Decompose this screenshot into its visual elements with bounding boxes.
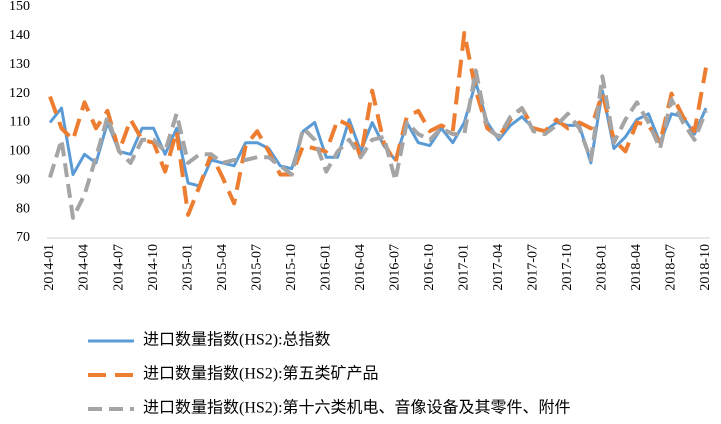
- x-tick-label: 2015-07: [249, 244, 264, 291]
- x-tick-label: 2015-01: [180, 244, 195, 291]
- x-tick-label: 2018-10: [698, 244, 713, 291]
- y-tick-label: 80: [16, 201, 30, 216]
- x-tick-label: 2014-07: [111, 244, 126, 291]
- x-tick-label: 2016-04: [353, 244, 368, 291]
- series-line: [48, 68, 708, 220]
- x-tick-label: 2015-04: [215, 244, 230, 291]
- x-tick-label: 2018-01: [595, 244, 610, 291]
- x-tick-label: 2017-01: [457, 244, 472, 291]
- x-tick-label: 2016-07: [387, 244, 402, 291]
- x-tick-label: 2016-01: [318, 244, 333, 291]
- y-tick-label: 130: [9, 57, 30, 72]
- legend-label: 进口数量指数(HS2):总指数: [143, 331, 331, 349]
- x-tick-label: 2016-10: [422, 244, 437, 291]
- x-tick-label: 2017-07: [526, 244, 541, 291]
- y-tick-label: 150: [9, 0, 30, 14]
- y-tick-label: 90: [16, 172, 30, 187]
- x-tick-label: 2018-07: [664, 244, 679, 291]
- x-tick-label: 2014-10: [146, 244, 161, 291]
- x-tick-label: 2018-04: [629, 244, 644, 291]
- x-tick-label: 2014-01: [42, 244, 57, 291]
- y-tick-label: 70: [16, 230, 30, 245]
- x-tick-label: 2015-10: [284, 244, 299, 291]
- x-tick-label: 2014-04: [77, 244, 92, 291]
- legend-label: 进口数量指数(HS2):第五类矿产品: [143, 365, 379, 383]
- legend-label: 进口数量指数(HS2):第十六类机电、音像设备及其零件、附件: [143, 399, 571, 417]
- y-tick-label: 100: [9, 144, 30, 159]
- x-tick-label: 2017-10: [560, 244, 575, 291]
- y-tick-label: 140: [9, 28, 30, 43]
- y-tick-label: 110: [10, 115, 30, 130]
- y-tick-label: 120: [9, 86, 30, 101]
- x-tick-label: 2017-04: [491, 244, 506, 291]
